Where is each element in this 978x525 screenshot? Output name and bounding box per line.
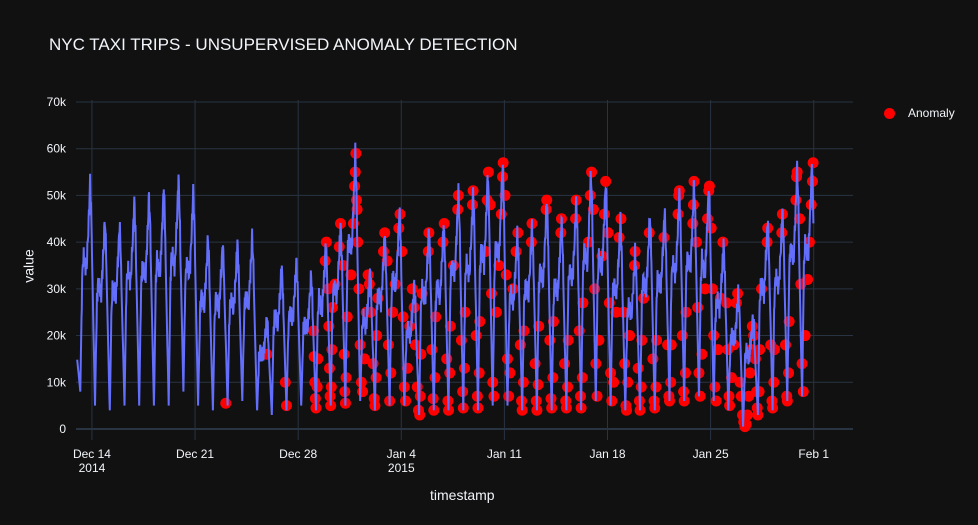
anomaly-point <box>606 395 618 407</box>
anomaly-point <box>503 390 515 402</box>
y-tick-label: 0 <box>59 422 66 436</box>
x-tick-label: Jan 25 <box>693 447 729 461</box>
anomaly-point <box>710 395 722 407</box>
anomaly-point <box>802 274 814 286</box>
anomaly-point <box>591 390 603 402</box>
x-tick-label: Jan 18 <box>589 447 625 461</box>
anomaly-point <box>490 306 502 318</box>
anomaly-point <box>493 259 505 271</box>
anomaly-point <box>797 386 809 398</box>
anomaly-point <box>357 386 369 398</box>
x-axis-label: timestamp <box>430 487 495 503</box>
anomaly-point <box>703 180 715 192</box>
anomaly-point <box>706 283 718 295</box>
anomaly-point <box>744 367 756 379</box>
anomaly-point <box>488 390 500 402</box>
y-tick-label: 40k <box>47 235 67 249</box>
x-tick-label: Dec 21 <box>176 447 214 461</box>
anomaly-point <box>721 297 733 309</box>
anomaly-point <box>638 292 650 304</box>
anomaly-point <box>694 390 706 402</box>
y-tick-label: 60k <box>47 142 67 156</box>
anomaly-point <box>362 269 374 281</box>
anomaly-point <box>500 269 512 281</box>
x-tick-label: Feb 1 <box>798 447 829 461</box>
anomaly-point <box>724 400 736 412</box>
y-tick-label: 20k <box>47 329 67 343</box>
value-line <box>76 142 815 427</box>
legend-anomaly-label: Anomaly <box>908 106 955 120</box>
x-tick-label: Dec 14 <box>73 447 111 461</box>
legend[interactable]: Anomaly <box>880 106 955 120</box>
anomaly-point <box>408 302 420 314</box>
x-tick-label: Dec 28 <box>279 447 317 461</box>
anomaly-point <box>734 376 746 388</box>
anomaly-point <box>220 397 232 409</box>
anomaly-point <box>320 236 332 248</box>
x-tick-year-label: 2014 <box>79 461 106 475</box>
anomaly-point <box>354 339 366 351</box>
x-tick-label: Jan 4 <box>387 447 417 461</box>
anomaly-point <box>621 404 633 416</box>
anomaly-point <box>438 217 450 229</box>
anomaly-point <box>387 306 399 318</box>
anomaly-point <box>507 283 519 295</box>
anomaly-point <box>400 395 412 407</box>
anomaly-point <box>497 157 509 169</box>
anomaly-point <box>624 330 636 342</box>
anomaly-point <box>482 166 494 178</box>
x-tick-label: Jan 11 <box>487 447 522 461</box>
anomaly-point <box>541 194 553 206</box>
legend-anomaly-marker <box>884 107 895 119</box>
y-tick-label: 50k <box>47 188 67 202</box>
chart-title: NYC TAXI TRIPS - UNSUPERVISED ANOMALY DE… <box>49 35 518 54</box>
anomaly-point <box>743 390 755 402</box>
y-tick-label: 70k <box>47 95 67 109</box>
anomaly-point <box>741 409 753 421</box>
y-tick-labels: 0 10k 20k 30k 40k 50k 60k 70k <box>47 95 67 436</box>
anomaly-point <box>409 339 421 351</box>
anomaly-point <box>379 227 391 239</box>
anomaly-point <box>807 157 819 169</box>
anomaly-point <box>708 330 720 342</box>
y-tick-label: 30k <box>47 282 67 296</box>
y-tick-label: 10k <box>47 375 67 389</box>
anomaly-point <box>600 175 612 187</box>
y-axis-label: value <box>20 249 37 283</box>
anomaly-point <box>406 283 418 295</box>
x-tick-year-label: 2015 <box>388 461 415 475</box>
